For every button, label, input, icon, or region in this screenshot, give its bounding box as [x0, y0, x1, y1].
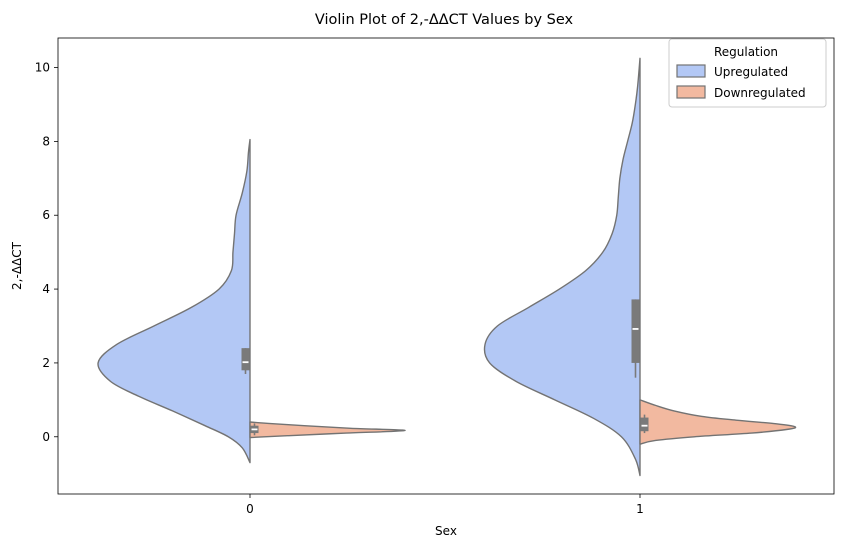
legend-swatch-downregulated [676, 85, 706, 99]
legend-box [668, 38, 827, 108]
legend-title: Regulation [714, 45, 778, 59]
iqr-box-upregulated-0 [241, 348, 250, 371]
x-axis-label: Sex [435, 524, 457, 538]
x-tick-label: 0 [246, 502, 254, 516]
y-tick-label: 6 [42, 208, 50, 222]
chart-title: Violin Plot of 2,-ΔΔCT Values by Sex [315, 12, 574, 28]
legend-swatch-upregulated [676, 64, 706, 78]
y-tick-label: 10 [35, 61, 50, 75]
iqr-box-downregulated-1 [640, 417, 649, 432]
plot-content [97, 57, 797, 477]
violin-downregulated-1 [639, 399, 797, 445]
legend: Regulation Upregulated Downregulated [668, 38, 827, 108]
y-axis: 0 2 4 6 8 10 [35, 61, 58, 444]
iqr-box-upregulated-1 [631, 299, 640, 363]
violin-upregulated-1 [483, 57, 641, 477]
legend-label-upregulated: Upregulated [714, 65, 788, 79]
legend-label-downregulated: Downregulated [714, 86, 806, 100]
y-tick-label: 0 [42, 430, 50, 444]
y-tick-label: 2 [42, 356, 50, 370]
violin-upregulated-0 [97, 138, 251, 464]
y-tick-label: 8 [42, 134, 50, 148]
x-tick-label: 1 [636, 502, 644, 516]
y-tick-label: 4 [42, 282, 50, 296]
y-axis-label: 2,-ΔΔCT [10, 241, 24, 290]
plot-frame [57, 37, 835, 495]
violin-downregulated-0 [249, 421, 406, 439]
